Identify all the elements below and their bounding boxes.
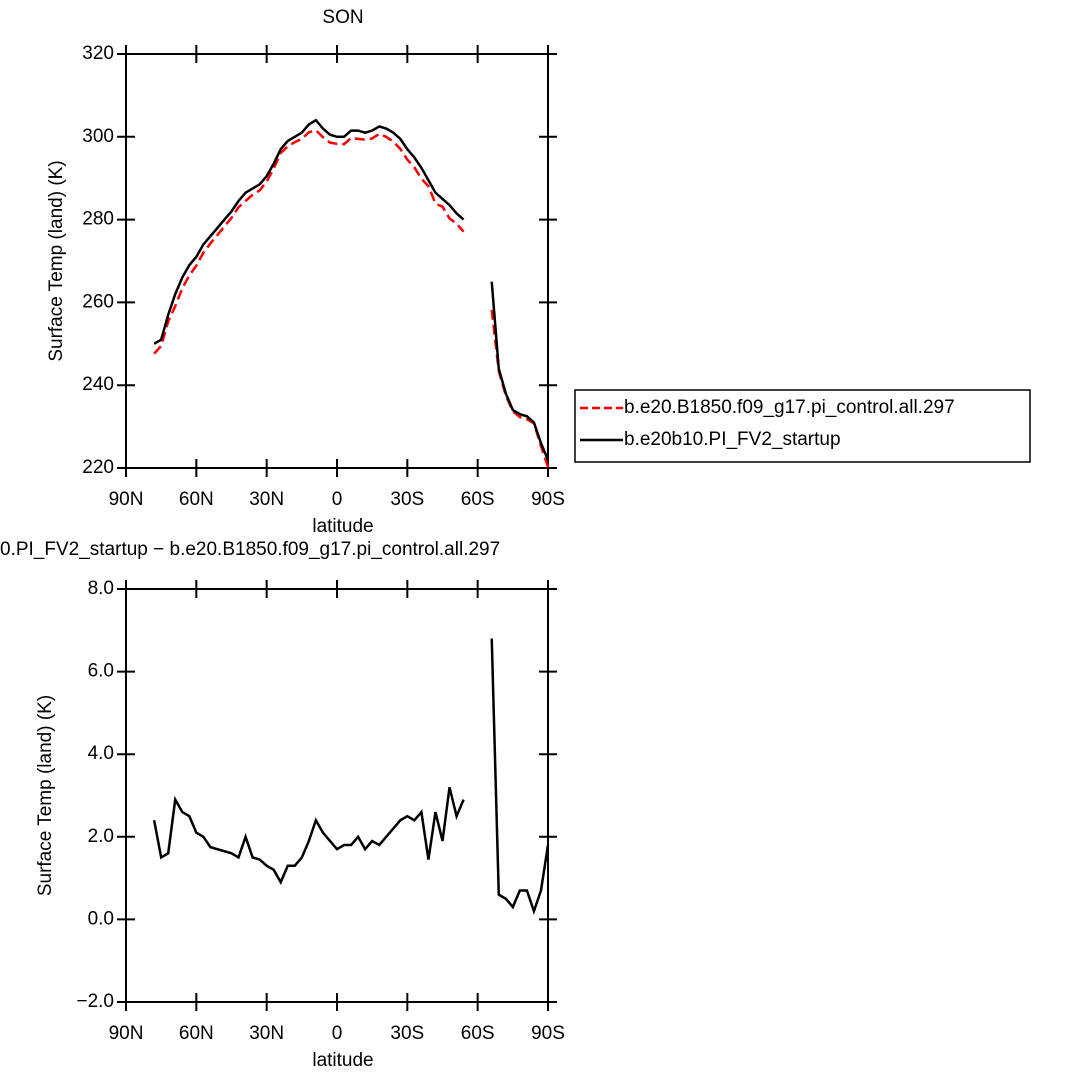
panel: 0.PI_FV2_startup − b.e20.B1850.f09_g17.p… [0,539,565,1071]
x-tick-label: 90S [531,489,565,510]
x-tick-label: 60S [461,1023,495,1044]
x-tick-label: 30S [390,489,424,510]
legend-label: b.e20.B1850.f09_g17.pi_control.all.297 [624,397,955,418]
x-tick-label: 90N [109,1023,144,1044]
y-tick-label: 240 [82,374,114,395]
y-axis-label: Surface Temp (land) (K) [35,695,56,896]
plot-frame [125,53,549,469]
y-tick-label: 220 [82,457,114,478]
x-tick-label: 90N [109,489,144,510]
x-axis-label: latitude [312,516,373,537]
data-line [153,118,550,461]
y-tick-label: 2.0 [88,826,114,847]
y-tick-label: 8.0 [88,578,114,599]
chart-title: SON [322,7,363,28]
y-tick-label: 0.0 [88,908,114,929]
data-line [152,638,550,916]
x-tick-label: 30N [249,1023,284,1044]
x-tick-label: 0 [332,489,343,510]
legend-label: b.e20b10.PI_FV2_startup [624,429,841,450]
y-tick-label: 6.0 [88,661,114,682]
y-tick-label: −2.0 [76,991,114,1012]
panel: SON latitude Surface Temp (land) (K) 90N 60N… [46,7,1031,537]
legend-box [574,389,1031,463]
x-tick-label: 30N [249,489,284,510]
x-tick-label: 0 [332,1023,343,1044]
data-line [153,128,550,468]
x-tick-label: 60N [179,489,214,510]
x-tick-label: 30S [390,1023,424,1044]
y-tick-label: 4.0 [88,743,114,764]
chart-title: 0.PI_FV2_startup − b.e20.B1850.f09_g17.p… [0,539,500,560]
x-tick-label: 90S [531,1023,565,1044]
x-tick-label: 60S [461,489,495,510]
y-tick-label: 260 [82,291,114,312]
y-tick-label: 320 [82,43,114,64]
y-axis-label: Surface Temp (land) (K) [46,160,67,361]
y-tick-label: 300 [82,126,114,147]
x-tick-label: 60N [179,1023,214,1044]
x-axis-label: latitude [312,1050,373,1071]
plot-frame [125,588,549,1003]
y-tick-label: 280 [82,209,114,230]
